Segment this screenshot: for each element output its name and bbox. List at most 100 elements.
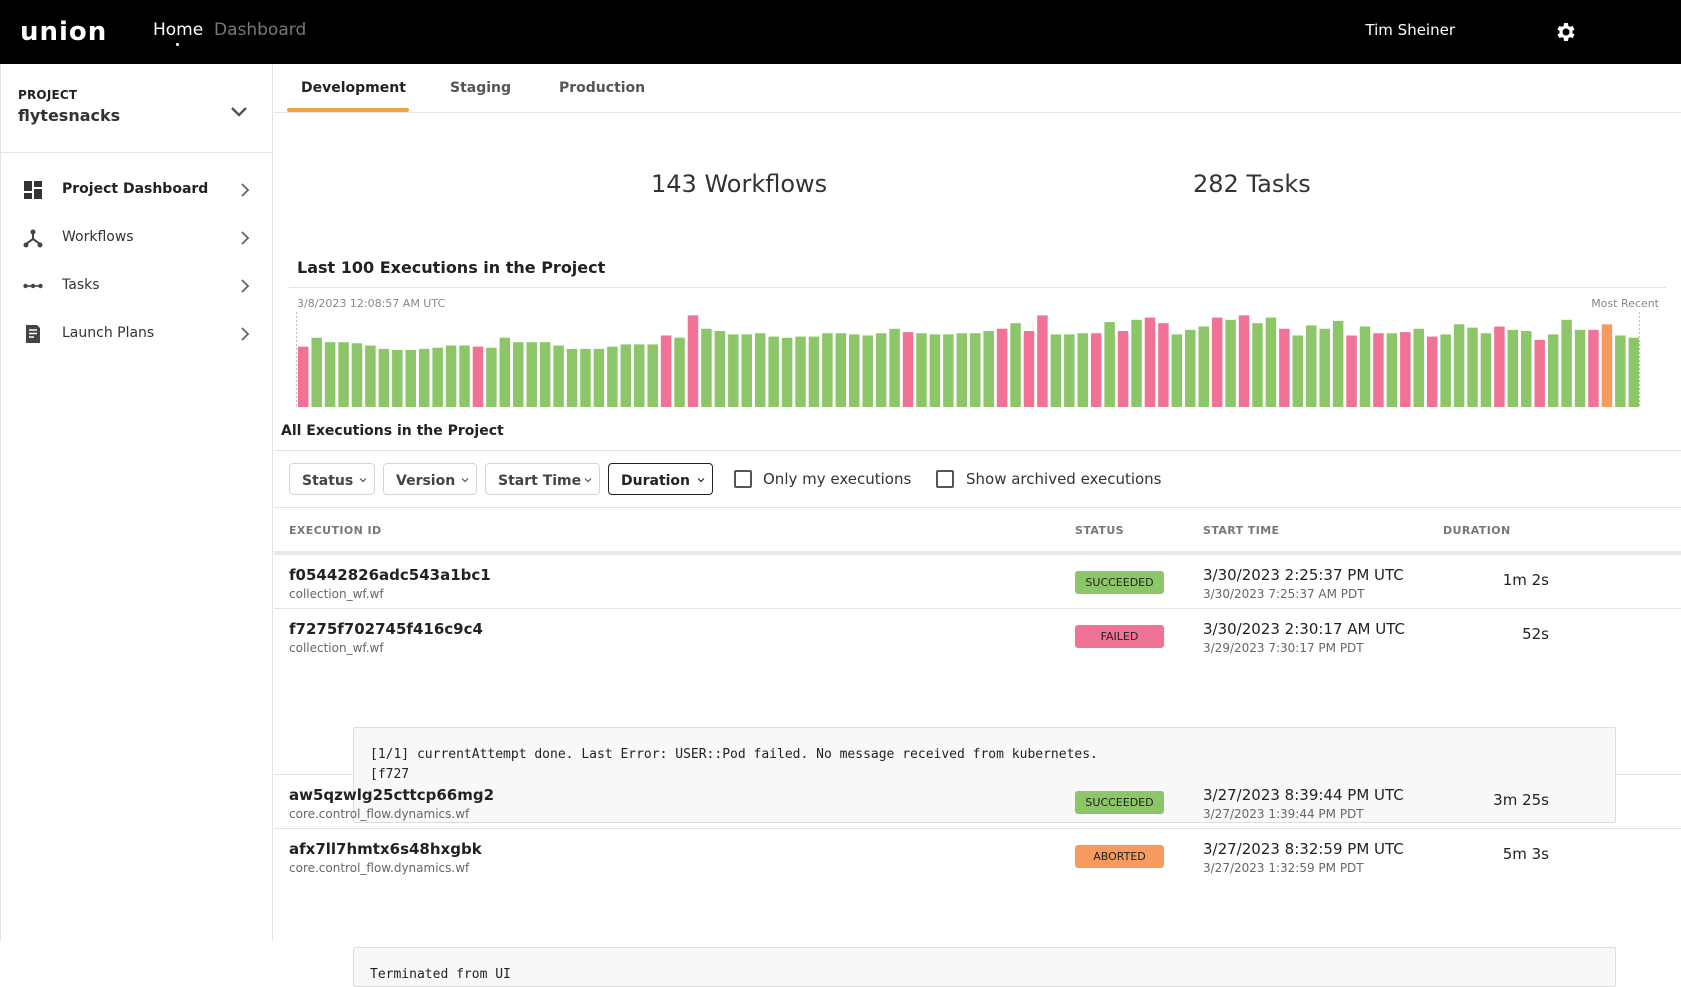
execution-bar[interactable]: [929, 334, 941, 407]
nav-dashboard-link[interactable]: Dashboard: [214, 20, 307, 40]
execution-bar[interactable]: [634, 344, 645, 407]
execution-bar[interactable]: [1077, 333, 1088, 407]
execution-bar[interactable]: [1547, 334, 1559, 407]
version-filter[interactable]: Version: [383, 463, 477, 495]
execution-bar[interactable]: [943, 334, 954, 407]
execution-bar[interactable]: [1010, 323, 1021, 407]
duration-filter[interactable]: Duration: [608, 463, 713, 495]
execution-bar[interactable]: [1373, 333, 1384, 407]
execution-bar[interactable]: [593, 348, 605, 407]
execution-bar[interactable]: [1426, 336, 1438, 407]
execution-bar[interactable]: [1090, 333, 1102, 407]
execution-bar[interactable]: [875, 333, 887, 407]
execution-bar[interactable]: [405, 350, 416, 407]
execution-bar[interactable]: [1480, 333, 1492, 407]
execution-bar[interactable]: [607, 346, 618, 407]
execution-bar[interactable]: [351, 343, 363, 407]
execution-bar[interactable]: [916, 333, 927, 407]
execution-bar[interactable]: [1037, 315, 1048, 407]
execution-bar[interactable]: [378, 348, 390, 407]
execution-bar[interactable]: [1588, 329, 1599, 407]
execution-bar[interactable]: [1211, 317, 1223, 407]
execution-bar[interactable]: [1359, 326, 1371, 407]
table-row[interactable]: aw5qzwlg25cttcp66mg2 core.control_flow.d…: [274, 775, 1681, 829]
execution-bar[interactable]: [445, 345, 457, 407]
execution-bar[interactable]: [1185, 329, 1196, 407]
nav-home-link[interactable]: Home: [153, 20, 204, 40]
sidebar-item-tasks[interactable]: Tasks: [1, 264, 273, 308]
execution-bar[interactable]: [1198, 326, 1209, 407]
execution-bar[interactable]: [701, 328, 712, 407]
execution-bar[interactable]: [862, 335, 873, 407]
execution-bar[interactable]: [1225, 319, 1236, 407]
execution-bar[interactable]: [889, 328, 900, 407]
tab-production[interactable]: Production: [559, 80, 646, 96]
execution-bar[interactable]: [418, 348, 430, 407]
execution-bar[interactable]: [1440, 334, 1451, 407]
execution-bar[interactable]: [513, 342, 524, 407]
show-archived-checkbox[interactable]: [936, 470, 954, 488]
sidebar-item-launch-plans[interactable]: Launch Plans: [1, 312, 273, 356]
execution-bar[interactable]: [728, 334, 739, 407]
execution-bar[interactable]: [1453, 324, 1465, 407]
execution-bar[interactable]: [1131, 319, 1142, 407]
execution-bar[interactable]: [392, 350, 403, 407]
execution-id-link[interactable]: afx7ll7hmtx6s48hxgbk: [289, 840, 482, 858]
execution-bar[interactable]: [486, 347, 497, 407]
execution-bar[interactable]: [1615, 335, 1626, 407]
execution-bar[interactable]: [620, 344, 632, 407]
execution-bar[interactable]: [1346, 335, 1357, 407]
execution-bar[interactable]: [1117, 331, 1129, 407]
execution-bar[interactable]: [1158, 323, 1169, 407]
execution-bar[interactable]: [1306, 325, 1317, 407]
chevron-down-icon[interactable]: [229, 102, 249, 122]
table-row[interactable]: f7275f702745f416c9c4 collection_wf.wf FA…: [274, 609, 1681, 823]
execution-bar[interactable]: [526, 342, 537, 407]
execution-bar[interactable]: [835, 333, 847, 407]
execution-bar[interactable]: [499, 337, 511, 407]
execution-bar[interactable]: [324, 342, 336, 407]
execution-bar[interactable]: [1050, 334, 1062, 407]
execution-bar[interactable]: [687, 315, 699, 407]
only-my-executions-label[interactable]: Only my executions: [763, 470, 912, 488]
error-message-box[interactable]: [1/1] currentAttempt done. Last Error: U…: [353, 727, 1616, 823]
execution-bar[interactable]: [1265, 317, 1277, 407]
user-name[interactable]: Tim Sheiner: [1365, 21, 1455, 39]
execution-bar[interactable]: [1467, 327, 1478, 407]
execution-bar[interactable]: [1252, 323, 1263, 407]
execution-bar[interactable]: [1064, 334, 1075, 407]
execution-bar[interactable]: [822, 333, 833, 407]
execution-bar[interactable]: [298, 346, 309, 407]
execution-id-link[interactable]: aw5qzwlg25cttcp66mg2: [289, 786, 495, 804]
tab-staging[interactable]: Staging: [450, 80, 512, 96]
execution-bar[interactable]: [1507, 329, 1519, 407]
execution-bar[interactable]: [1400, 332, 1411, 407]
union-logo[interactable]: union: [20, 16, 110, 46]
sidebar-item-workflows[interactable]: Workflows: [1, 216, 273, 260]
execution-bar[interactable]: [311, 337, 322, 407]
table-row[interactable]: afx7ll7hmtx6s48hxgbk core.control_flow.d…: [274, 829, 1681, 987]
execution-bar[interactable]: [1104, 322, 1115, 407]
tab-development[interactable]: Development: [301, 80, 406, 96]
execution-bar[interactable]: [553, 345, 564, 407]
table-row[interactable]: f05442826adc543a1bc1 collection_wf.wf SU…: [274, 555, 1681, 609]
gear-icon[interactable]: [1553, 20, 1577, 44]
execution-bar[interactable]: [1413, 328, 1424, 407]
execution-bar[interactable]: [539, 342, 551, 407]
execution-bar[interactable]: [983, 331, 994, 407]
execution-id-link[interactable]: f7275f702745f416c9c4: [289, 620, 483, 638]
execution-bar[interactable]: [714, 331, 726, 407]
execution-bar[interactable]: [849, 334, 860, 407]
execution-bar[interactable]: [459, 345, 470, 407]
start-time-filter[interactable]: Start Time: [485, 463, 600, 495]
execution-bar[interactable]: [365, 345, 376, 407]
execution-bar[interactable]: [674, 337, 685, 407]
execution-bar[interactable]: [1561, 319, 1572, 407]
execution-bar[interactable]: [808, 336, 820, 407]
execution-bar[interactable]: [1332, 320, 1344, 407]
execution-bar[interactable]: [1574, 329, 1586, 407]
execution-bar[interactable]: [1494, 326, 1505, 407]
status-filter[interactable]: Status: [289, 463, 375, 495]
execution-bar[interactable]: [1319, 328, 1330, 407]
execution-bar[interactable]: [1601, 324, 1613, 407]
